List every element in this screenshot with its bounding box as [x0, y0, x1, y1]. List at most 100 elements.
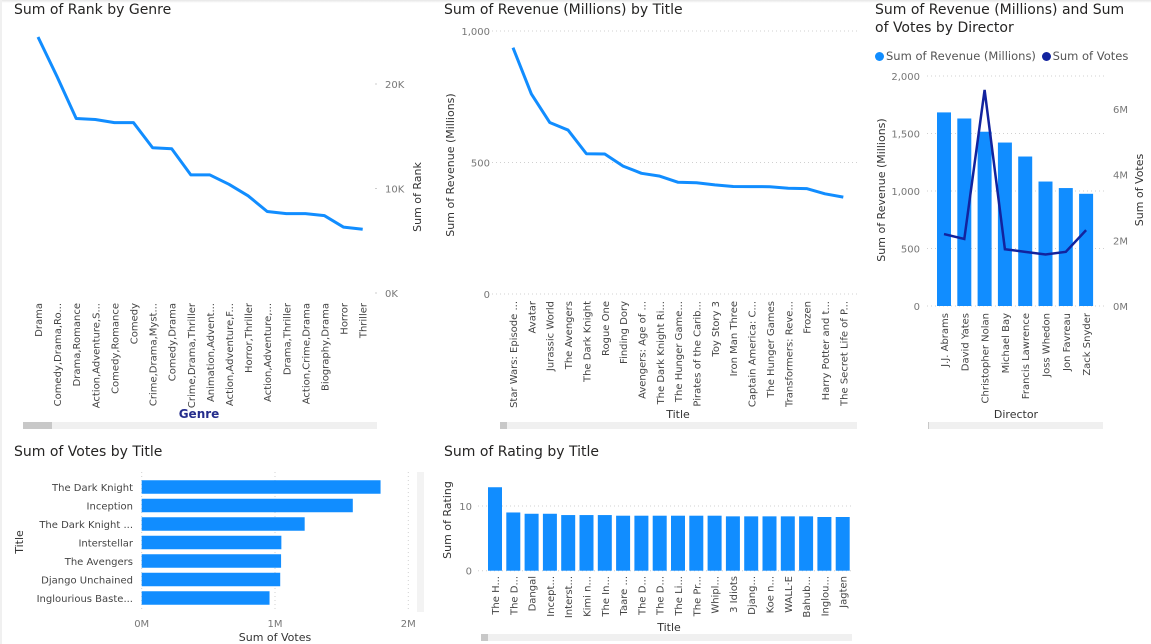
- x-tick-label: The Dark Knight: [582, 301, 593, 383]
- x-tick-label: The In...: [601, 576, 612, 618]
- visual-title: Sum of Rank by Genre: [14, 2, 172, 18]
- x-tick-label: Incept...: [546, 576, 557, 617]
- x-tick-label: The Secret Life of P...: [839, 301, 850, 407]
- y-tick-label: 10K: [385, 185, 405, 196]
- visual-rating-by-title[interactable]: Sum of Rating by Title 0 10 Sum of Rating T…: [430, 432, 865, 644]
- bar: [725, 516, 740, 571]
- scrollbar-thumb[interactable]: [23, 422, 52, 429]
- x-tick-label: The Hunger Games: [766, 301, 777, 399]
- scrollbar-thumb[interactable]: [481, 634, 488, 641]
- bar: [506, 512, 521, 571]
- x-tick-label: Comedy,Romance: [110, 303, 121, 394]
- bar: [799, 516, 814, 571]
- bar: [616, 515, 631, 571]
- horizontal-scrollbar[interactable]: [23, 422, 377, 429]
- x-tick-label: Avengers: Age of ...: [637, 301, 648, 399]
- bar: [488, 487, 502, 571]
- x-tick-label: Star Wars: Episode ...: [509, 301, 520, 408]
- x-tick-label: Crime,Drama,Myst...: [149, 303, 160, 406]
- bar-revenue: [997, 142, 1012, 306]
- x-tick-label: 3 Idiots: [729, 576, 740, 613]
- bar: [524, 513, 539, 571]
- scrollbar-thumb[interactable]: [928, 422, 929, 429]
- x-tick-label: Action,Crime,Drama: [301, 303, 312, 404]
- x-tick-label: Djang...: [747, 576, 758, 615]
- x-tick-label: Comedy,Drama,Ro...: [53, 303, 64, 406]
- canvas-top-shadow: [0, 0, 1151, 3]
- canvas-left-edge: [0, 0, 2, 644]
- visual-title: Sum of Revenue (Millions) by Title: [444, 2, 683, 18]
- x-tick-label: The H...: [491, 576, 502, 616]
- x-tick-label: J.J. Abrams: [940, 313, 951, 368]
- bar-revenue: [1018, 156, 1033, 306]
- x-tick-label: Drama,Romance: [72, 303, 83, 386]
- x-tick-label: The D...: [637, 576, 648, 616]
- bar: [141, 554, 282, 568]
- legend-item-votes[interactable]: Sum of Votes: [1041, 49, 1128, 63]
- x-tick-label: Frozen: [803, 301, 814, 334]
- series-line: [511, 47, 844, 199]
- y-tick-label: The Avengers: [64, 557, 133, 568]
- horizontal-scrollbar[interactable]: [500, 422, 857, 429]
- y-tick-label: Inglourious Baste...: [37, 594, 133, 605]
- x-tick-label: WALL·E: [784, 576, 795, 613]
- bar: [141, 572, 281, 587]
- y-axis-title: Sum of Revenue (Millions): [444, 93, 457, 236]
- x-axis-title: Genre: [179, 407, 220, 421]
- x-tick-label: Avatar: [527, 300, 538, 333]
- x-tick-label: The Dark Knight Ri...: [656, 301, 667, 405]
- y-tick-label: Interstellar: [78, 539, 133, 550]
- y-tick-label: 500: [901, 245, 920, 256]
- x-tick-label: Finding Dory: [619, 301, 630, 364]
- y-tick-label: 20K: [385, 80, 405, 91]
- bar: [141, 498, 353, 513]
- x-tick-label: Action,Adventure,F...: [225, 303, 236, 406]
- y-tick-label: 500: [471, 159, 490, 170]
- y2-tick-label: 0M: [1113, 302, 1128, 313]
- bar: [542, 513, 557, 571]
- horizontal-scrollbar[interactable]: [928, 422, 1103, 429]
- vertical-scrollbar[interactable]: [417, 472, 424, 612]
- x-tick-label: David Yates: [960, 313, 971, 371]
- legend-dot-votes: [1041, 52, 1051, 61]
- visual-votes-by-title[interactable]: Sum of Votes by Title 0M 1M 2M The Dark Kni…: [0, 432, 430, 644]
- visual-revenue-votes-by-director[interactable]: Sum of Revenue (Millions) and Sum of Vot…: [865, 0, 1151, 432]
- visual-rank-by-genre[interactable]: Sum of Rank by Genre 0K 10K 20K Sum of Rank…: [0, 0, 430, 432]
- y-tick-label: 0: [466, 567, 472, 578]
- x-tick-label: Comedy: [130, 303, 141, 344]
- x-tick-label: Inglou...: [820, 576, 831, 616]
- x-tick-label: Jon Favreau: [1062, 313, 1073, 372]
- visual-title: Sum of Rating by Title: [444, 444, 600, 460]
- x-tick-label: Bahub...: [802, 576, 813, 618]
- x-tick-label: Jurassic World: [546, 301, 557, 372]
- y-tick-label: Inception: [87, 502, 133, 513]
- bar: [671, 515, 685, 571]
- visual-revenue-by-title[interactable]: Sum of Revenue (Millions) by Title 0 500 1…: [430, 0, 865, 432]
- y-tick-label: 1,000: [461, 27, 490, 38]
- x-tick-label: Joss Whedon: [1042, 313, 1053, 378]
- x-tick-label: Thriller: [359, 302, 370, 339]
- bar: [561, 515, 576, 571]
- visual-title: Sum of Votes by Title: [14, 444, 163, 460]
- bar-revenue: [977, 131, 992, 306]
- x-tick-label: Koe n...: [766, 576, 777, 613]
- bar-revenue: [1058, 188, 1073, 306]
- visual-title: Sum of Revenue (Millions) and Sum of Vot…: [875, 2, 1125, 36]
- y2-axis-title: Sum of Votes: [1133, 153, 1146, 226]
- horizontal-scrollbar[interactable]: [481, 634, 852, 641]
- chart-legend: Sum of Revenue (Millions) Sum of Votes: [875, 49, 1128, 63]
- x-axis-title: Sum of Votes: [239, 631, 312, 644]
- bar: [141, 535, 282, 550]
- y2-tick-label: 6M: [1113, 105, 1128, 116]
- bar-revenue: [1079, 193, 1094, 306]
- line-chart: 0 500 1,000 Sum of Revenue (Millions) Star W…: [444, 27, 858, 421]
- y-axis-title: Title: [13, 530, 26, 555]
- series-line: [36, 36, 363, 231]
- x-tick-label: Comedy,Drama: [168, 303, 179, 381]
- x-tick-label: Whipl...: [711, 576, 722, 614]
- x-axis-title: Title: [665, 408, 690, 421]
- scrollbar-thumb[interactable]: [500, 422, 507, 429]
- x-tick-label: Transformers: Reve...: [784, 301, 795, 408]
- y-tick-label: The Dark Knight: [51, 483, 133, 494]
- legend-item-revenue[interactable]: Sum of Revenue (Millions): [875, 49, 1036, 63]
